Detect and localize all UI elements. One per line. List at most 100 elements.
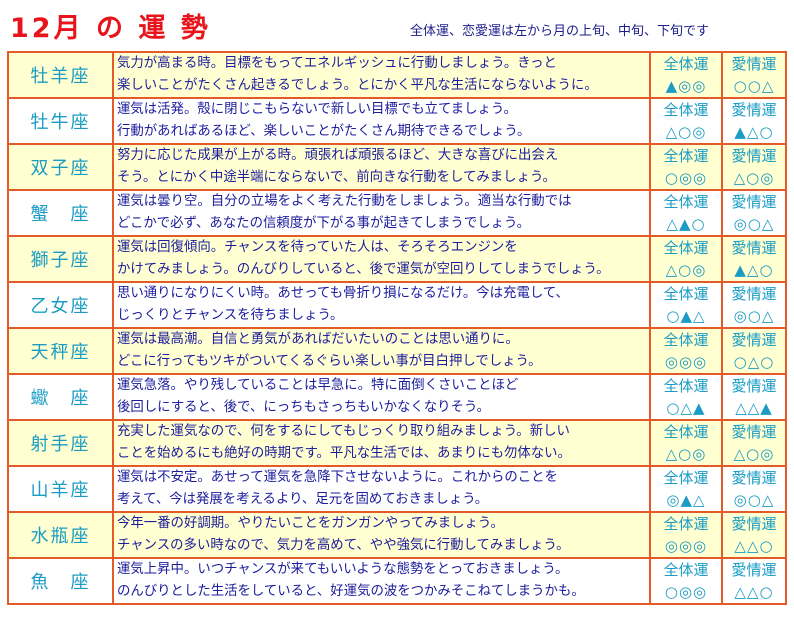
overall-luck-cell: 全体運 ▲◎◎ <box>649 51 723 99</box>
overall-luck-cell: 全体運 ◎▲△ <box>649 465 723 513</box>
overall-luck-marks: ◎▲△ <box>666 491 706 509</box>
love-luck-label: 愛情運 <box>731 331 777 349</box>
love-luck-label: 愛情運 <box>731 147 777 165</box>
overall-luck-cell: 全体運 ○▲△ <box>649 281 723 329</box>
table-row: 魚 座運気上昇中。いつチャンスが来てもいいような態勢をとっておきましょう。のんび… <box>7 557 787 605</box>
overall-luck-label: 全体運 <box>663 55 709 73</box>
love-luck-label: 愛情運 <box>731 285 777 303</box>
love-luck-cell: 愛情運 △△▲ <box>721 373 787 421</box>
love-luck-label: 愛情運 <box>731 239 777 257</box>
overall-luck-label: 全体運 <box>663 561 709 579</box>
overall-luck-marks: ○◎◎ <box>664 169 708 187</box>
fortune-text: 気力が高まる時。目標をもってエネルギッシュに行動しましょう。きっと 楽しいことがた… <box>112 51 651 99</box>
fortune-text: 運気上昇中。いつチャンスが来てもいいような態勢をとっておきましょう。のんびりとし… <box>112 557 651 605</box>
fortune-line: 行動があればあるほど、楽しいことがたくさん期待できるでしょう。 <box>117 124 531 139</box>
fortune-line: 後回しにすると、後で、にっちもさっちもいかなくなりそう。 <box>117 400 490 415</box>
overall-luck-marks: ○▲△ <box>666 307 706 325</box>
zodiac-sign: 天秤座 <box>7 327 114 375</box>
love-luck-marks: ○○△ <box>733 77 775 95</box>
love-luck-marks: △△○ <box>734 583 774 601</box>
fortune-text: 運気は不安定。あせって運気を急降下させないように。これからのことを 考えて、今は発… <box>112 465 651 513</box>
table-row: 天秤座 運気は最高潮。自信と勇気があればだいたいのことは思い通りに。どこに行っても… <box>7 327 787 375</box>
table-row: 蠍 座運気急落。やり残していることは早急に。特に面倒くさいことほど 後回しにすると… <box>7 373 787 421</box>
overall-luck-cell: 全体運 △○◎ <box>649 235 723 283</box>
fortune-line: じっくりとチャンスを待ちましょう。 <box>117 308 344 323</box>
love-luck-marks: ○△○ <box>733 353 775 371</box>
overall-luck-label: 全体運 <box>663 193 709 211</box>
fortune-line: のんびりとした生活をしていると、好運気の波をつかみそこねてしまうかも。 <box>117 584 585 599</box>
fortune-text: 運気は曇り空。自分の立場をよく考えた行動をしましょう。適当な行動では どこかで必ず… <box>112 189 651 237</box>
fortune-line: 思い通りになりにくい時。あせっても骨折り損になるだけ。今は充電して、 <box>117 286 569 301</box>
fortune-line: どこかで必ず、あなたの信頼度が下がる事が起きてしまうでしょう。 <box>117 216 530 231</box>
fortune-line: かけてみましょう。のんびりしていると、後で運気が空回りしてしまうでしょう。 <box>117 262 610 277</box>
table-row: 水瓶座 今年一番の好調期。やりたいことをガンガンやってみましょう。 チャンスの多い時… <box>7 511 787 559</box>
love-luck-label: 愛情運 <box>731 193 777 211</box>
overall-luck-label: 全体運 <box>663 101 709 119</box>
overall-luck-label: 全体運 <box>663 377 709 395</box>
overall-luck-label: 全体運 <box>663 285 709 303</box>
fortune-text: 運気は回復傾向。チャンスを待っていた人は、そろそろエンジンを かけてみましょう。の… <box>112 235 651 283</box>
love-luck-cell: 愛情運 ◎○△ <box>721 465 787 513</box>
fortune-line: 運気は活発。殻に閉じこもらないで新しい目標でも立てましょう。 <box>117 102 517 117</box>
page-title: 12月 の 運 勢 <box>10 13 211 44</box>
overall-luck-marks: ○◎◎ <box>664 583 708 601</box>
table-row: 獅子座 運気は回復傾向。チャンスを待っていた人は、そろそろエンジンを かけてみましょ… <box>7 235 787 283</box>
love-luck-cell: 愛情運 △△○ <box>721 557 787 605</box>
love-luck-label: 愛情運 <box>731 515 777 533</box>
zodiac-sign: 獅子座 <box>7 235 114 283</box>
zodiac-sign: 乙女座 <box>7 281 114 329</box>
overall-luck-marks: △○◎ <box>665 123 707 141</box>
overall-luck-cell: 全体運 △○◎ <box>649 419 723 467</box>
fortune-line: どこに行ってもツキがついてくるぐらい楽しい事が目白押しでしょう。 <box>117 354 542 369</box>
fortune-line: そう。とにかく中途半端にならないで、前向きな行動をしてみましょう。 <box>117 170 556 185</box>
table-row: 乙女座 思い通りになりにくい時。あせっても骨折り損になるだけ。今は充電して、 じっく… <box>7 281 787 329</box>
love-luck-cell: 愛情運 ▲△○ <box>721 97 787 145</box>
love-luck-cell: 愛情運 ▲△○ <box>721 235 787 283</box>
overall-luck-cell: 全体運 ◎◎◎ <box>649 511 723 559</box>
zodiac-sign: 魚 座 <box>7 557 114 605</box>
overall-luck-marks: ○△▲ <box>666 399 706 417</box>
love-luck-marks: ◎○△ <box>733 491 775 509</box>
zodiac-sign: 射手座 <box>7 419 114 467</box>
overall-luck-cell: 全体運 ○△▲ <box>649 373 723 421</box>
overall-luck-cell: 全体運 ◎◎◎ <box>649 327 723 375</box>
table-row: 牡牛座 運気は活発。殻に閉じこもらないで新しい目標でも立てましょう。 行動があればあ… <box>7 97 787 145</box>
fortune-line: 運気は最高潮。自信と勇気があればだいたいのことは思い通りに。 <box>117 332 519 347</box>
fortune-line: 考えて、今は発展を考えるより、足元を固めておきましょう。 <box>117 492 489 507</box>
fortune-line: チャンスの多い時なので、気力を高めて、やや強気に行動してみましょう。 <box>117 538 570 553</box>
overall-luck-marks: △○◎ <box>665 445 707 463</box>
love-luck-marks: △△○ <box>734 537 774 555</box>
love-luck-marks: ▲△○ <box>734 261 774 279</box>
love-luck-label: 愛情運 <box>731 423 777 441</box>
fortune-text: 思い通りになりにくい時。あせっても骨折り損になるだけ。今は充電して、 じっくりとチ… <box>112 281 651 329</box>
page-subtitle: 全体運、恋愛運は左から月の上旬、中旬、下旬です <box>410 24 710 39</box>
overall-luck-label: 全体運 <box>663 423 709 441</box>
love-luck-marks: △○◎ <box>733 169 775 187</box>
love-luck-label: 愛情運 <box>731 561 777 579</box>
love-luck-cell: 愛情運 △○◎ <box>721 143 787 191</box>
love-luck-marks: ▲△○ <box>734 123 774 141</box>
fortune-line: 努力に応じた成果が上がる時。頑張れば頑張るほど、大きな喜びに出会え <box>117 148 559 163</box>
zodiac-sign: 水瓶座 <box>7 511 114 559</box>
overall-luck-label: 全体運 <box>663 331 709 349</box>
table-row: 射手座 充実した運気なので、何をするにしてもじっくり取り組みましょう。新しい ことを… <box>7 419 787 467</box>
horoscope-table: 牡羊座 気力が高まる時。目標をもってエネルギッシュに行動しましょう。きっと 楽しいこ… <box>7 51 787 605</box>
overall-luck-cell: 全体運 △▲○ <box>649 189 723 237</box>
fortune-text: 努力に応じた成果が上がる時。頑張れば頑張るほど、大きな喜びに出会え そう。とにかく… <box>112 143 651 191</box>
love-luck-marks: △○◎ <box>733 445 775 463</box>
overall-luck-label: 全体運 <box>663 147 709 165</box>
overall-luck-label: 全体運 <box>663 469 709 487</box>
overall-luck-label: 全体運 <box>663 239 709 257</box>
fortune-line: 運気上昇中。いつチャンスが来てもいいような態勢をとっておきましょう。 <box>117 562 569 577</box>
overall-luck-cell: 全体運 △○◎ <box>649 97 723 145</box>
fortune-text: 運気は最高潮。自信と勇気があればだいたいのことは思い通りに。どこに行ってもツキが… <box>112 327 651 375</box>
fortune-text: 運気は活発。殻に閉じこもらないで新しい目標でも立てましょう。 行動があればあるほど… <box>112 97 651 145</box>
fortune-line: 運気は曇り空。自分の立場をよく考えた行動をしましょう。適当な行動では <box>117 194 572 209</box>
love-luck-cell: 愛情運 ○○△ <box>721 51 787 99</box>
love-luck-label: 愛情運 <box>731 101 777 119</box>
overall-luck-marks: △○◎ <box>665 261 707 279</box>
zodiac-sign: 蟹 座 <box>7 189 114 237</box>
table-row: 山羊座 運気は不安定。あせって運気を急降下させないように。これからのことを 考えて、… <box>7 465 787 513</box>
love-luck-label: 愛情運 <box>731 55 777 73</box>
fortune-line: 運気は不安定。あせって運気を急降下させないように。これからのことを <box>117 470 558 485</box>
